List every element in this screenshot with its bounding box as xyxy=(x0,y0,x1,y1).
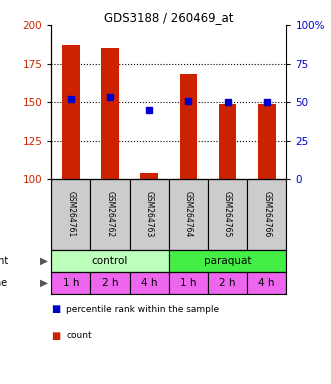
Text: GSM264766: GSM264766 xyxy=(262,191,271,238)
Text: 4 h: 4 h xyxy=(259,278,275,288)
Text: GSM264765: GSM264765 xyxy=(223,191,232,238)
Bar xyxy=(208,272,247,294)
Text: control: control xyxy=(92,256,128,266)
Bar xyxy=(90,272,130,294)
Title: GDS3188 / 260469_at: GDS3188 / 260469_at xyxy=(104,11,234,24)
Bar xyxy=(51,272,90,294)
Bar xyxy=(219,104,236,179)
Bar xyxy=(247,179,286,250)
Text: count: count xyxy=(66,331,92,341)
Bar xyxy=(101,48,119,179)
Bar xyxy=(247,272,286,294)
Text: GSM264761: GSM264761 xyxy=(67,191,75,238)
Text: GSM264762: GSM264762 xyxy=(106,191,115,238)
Bar xyxy=(140,173,158,179)
Text: 2 h: 2 h xyxy=(219,278,236,288)
Text: paraquat: paraquat xyxy=(204,256,251,266)
Text: GSM264763: GSM264763 xyxy=(145,191,154,238)
Bar xyxy=(130,272,169,294)
Text: ■: ■ xyxy=(51,331,61,341)
Bar xyxy=(169,250,286,272)
Text: 2 h: 2 h xyxy=(102,278,118,288)
Bar xyxy=(51,250,169,272)
Bar xyxy=(62,45,80,179)
Text: 1 h: 1 h xyxy=(63,278,79,288)
Bar xyxy=(51,179,90,250)
Text: agent: agent xyxy=(0,256,8,266)
Bar xyxy=(130,179,169,250)
Text: 4 h: 4 h xyxy=(141,278,158,288)
Bar xyxy=(258,104,275,179)
Bar xyxy=(208,179,247,250)
Bar xyxy=(90,179,130,250)
Text: ■: ■ xyxy=(51,304,61,314)
Text: GSM264764: GSM264764 xyxy=(184,191,193,238)
Text: 1 h: 1 h xyxy=(180,278,197,288)
Bar xyxy=(169,272,208,294)
Text: percentile rank within the sample: percentile rank within the sample xyxy=(66,305,219,314)
Bar xyxy=(180,74,197,179)
Bar xyxy=(169,179,208,250)
Text: ▶: ▶ xyxy=(40,278,48,288)
Text: ▶: ▶ xyxy=(40,256,48,266)
Text: time: time xyxy=(0,278,8,288)
